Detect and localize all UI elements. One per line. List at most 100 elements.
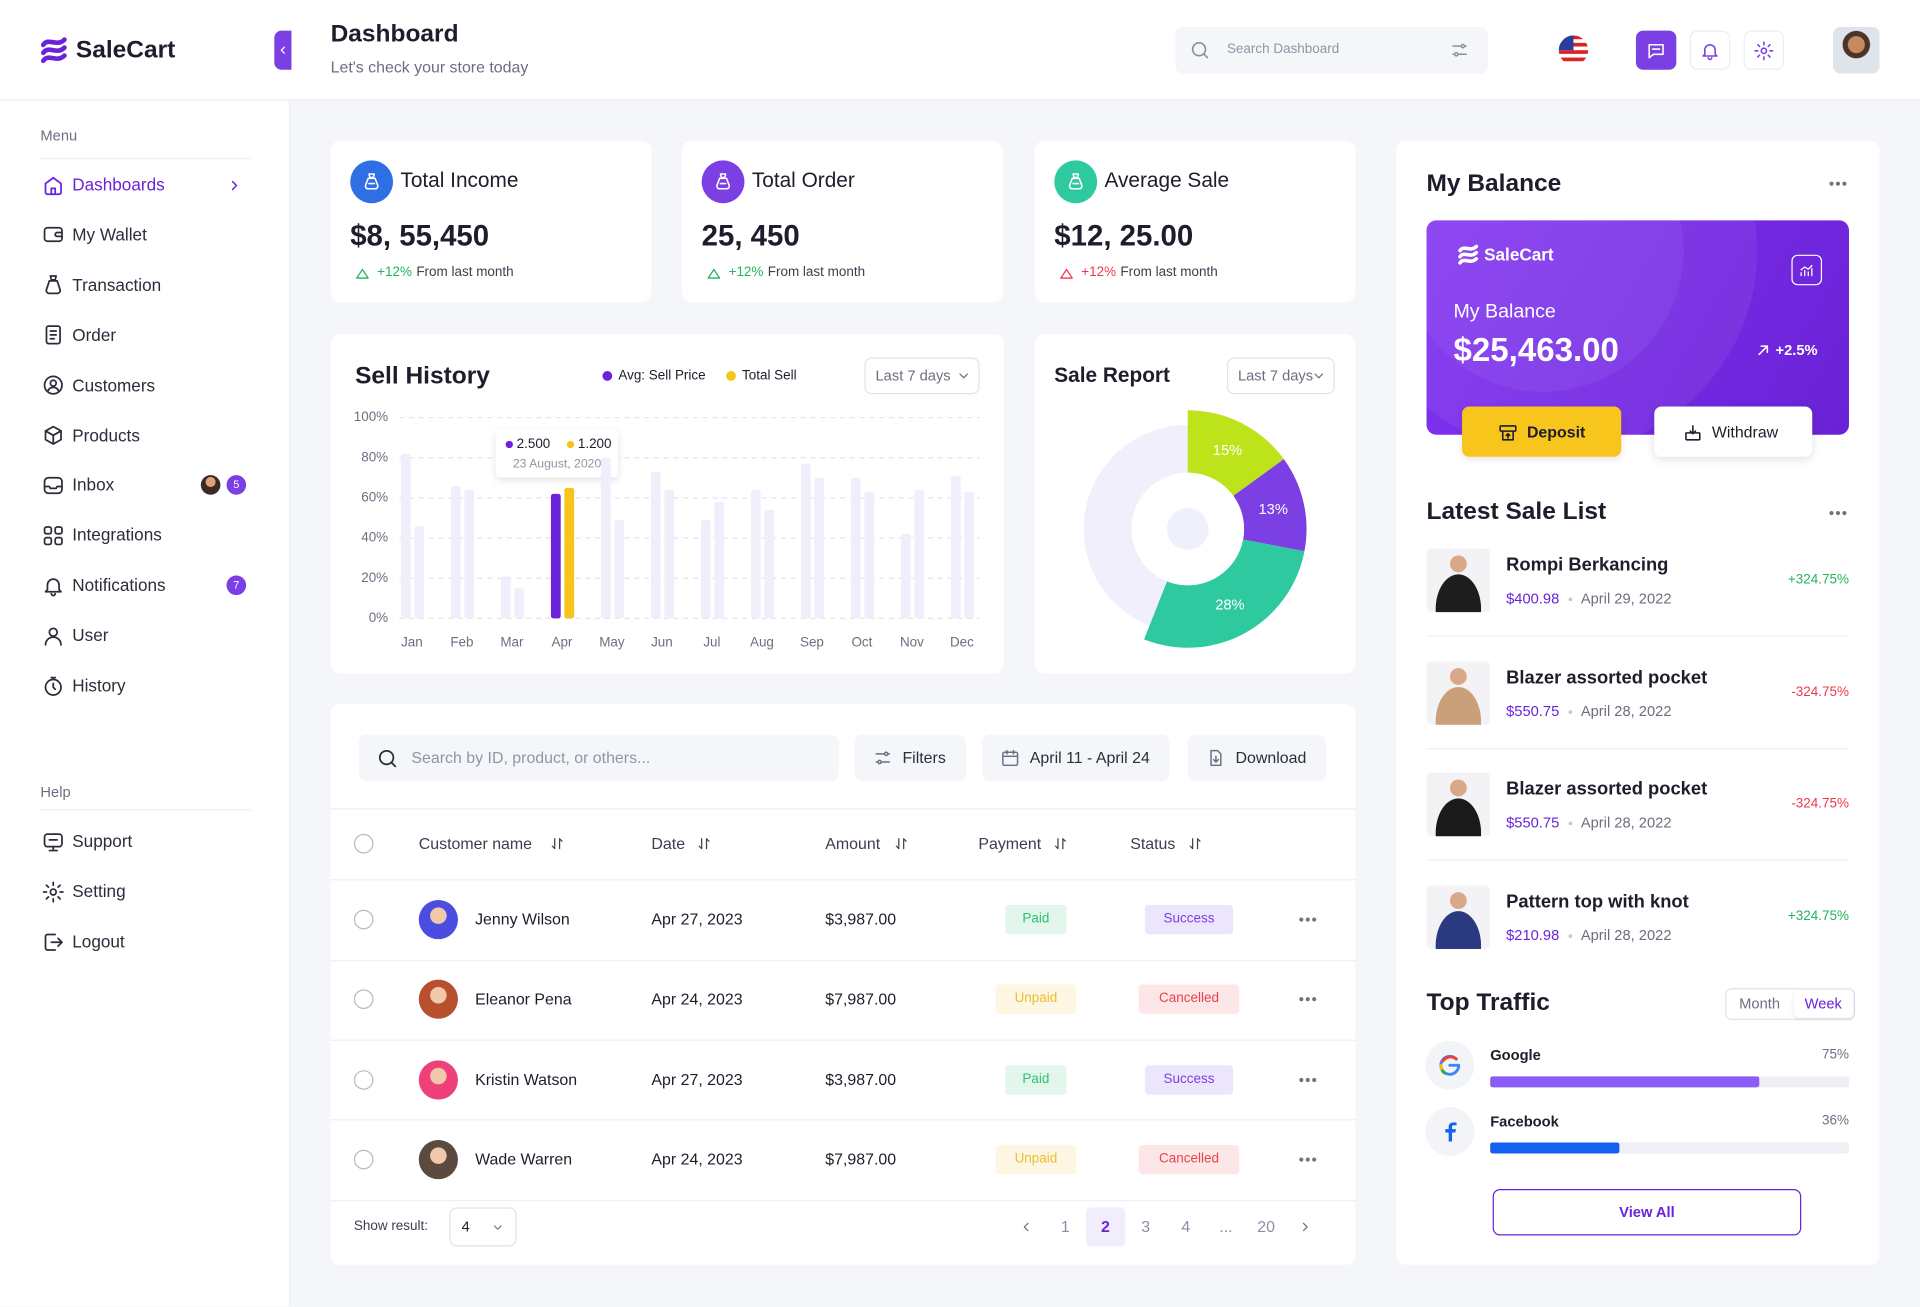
separator-dot [1568, 821, 1573, 826]
chat-button[interactable] [1635, 30, 1677, 70]
filter-icon-part [1460, 43, 1466, 49]
row-divider [330, 808, 1356, 810]
trend-icon-part [707, 268, 721, 279]
nav-item[interactable]: Logout [72, 931, 125, 951]
toolbar-button[interactable] [982, 734, 1170, 782]
nav-item[interactable]: Order [72, 324, 117, 345]
filter-icon [1452, 43, 1467, 57]
nav-item[interactable]: History [72, 675, 126, 696]
toolbar-icon-part [1002, 751, 1019, 767]
y-tick-label: 0% [369, 610, 388, 625]
nav-item[interactable]: Setting [72, 881, 126, 901]
nav-item[interactable]: Inbox [72, 475, 115, 495]
nav-item[interactable]: User [72, 625, 109, 645]
dropdown[interactable] [864, 357, 980, 395]
trend-icon-part [1060, 268, 1073, 279]
card-trend-icon-part [1758, 345, 1769, 356]
checkbox[interactable] [353, 989, 374, 1010]
page-number[interactable]: 3 [1141, 1217, 1151, 1236]
logo-icon-part [40, 37, 67, 64]
order-date: Apr 24, 2023 [651, 990, 743, 1009]
settings-icon [1753, 40, 1773, 60]
product-image [1426, 772, 1491, 837]
chat-icon-part [1647, 43, 1664, 58]
column-header[interactable]: Customer name [418, 834, 533, 853]
nav-icon-part [48, 379, 57, 388]
table-search[interactable] [358, 734, 839, 782]
nav-item[interactable]: Transaction [72, 274, 162, 295]
bell-button[interactable] [1689, 30, 1731, 70]
column-header[interactable]: Date [651, 834, 686, 853]
page-number[interactable]: 20 [1257, 1217, 1275, 1236]
stat-note: From last month [767, 264, 866, 280]
product-change: +324.75% [1787, 908, 1849, 924]
stat-title: Total Income [400, 168, 519, 193]
nav-item[interactable]: Products [72, 425, 140, 445]
search-box[interactable] [1175, 26, 1488, 74]
user-avatar[interactable] [1833, 26, 1880, 74]
deposit-button[interactable] [1462, 406, 1622, 457]
tab[interactable]: Week [1804, 995, 1842, 1013]
nav-item[interactable]: My Wallet [72, 224, 147, 245]
dropdown-chevron [1314, 373, 1324, 379]
prev-page [1023, 1222, 1029, 1232]
stat-note: From last month [416, 264, 514, 280]
nav-item[interactable]: Notifications [72, 575, 166, 595]
column-header[interactable]: Status [1130, 834, 1176, 853]
order-amount: $3,987.00 [825, 910, 897, 929]
stat-icon-part [364, 176, 378, 189]
nav-icon-part [43, 536, 52, 546]
product-image [1426, 548, 1491, 613]
column-header[interactable]: Amount [825, 834, 881, 853]
nav-item[interactable]: Integrations [72, 525, 162, 545]
page-size-select[interactable] [449, 1207, 517, 1247]
product-date: April 28, 2022 [1580, 702, 1672, 720]
card-brand: SaleCart [1484, 244, 1554, 265]
toolbar-button[interactable] [854, 734, 967, 782]
chat-icon [1647, 43, 1664, 58]
payment-pill [995, 984, 1077, 1015]
customer-name: Wade Warren [475, 1149, 573, 1169]
nav-item[interactable]: Support [72, 830, 133, 851]
card-chart-glyph-part [1800, 264, 1813, 277]
bar [600, 457, 611, 619]
checkbox[interactable] [353, 833, 374, 854]
bar [414, 525, 425, 619]
nav-item[interactable]: Dashboards [72, 174, 165, 195]
payment-label: Paid [1022, 911, 1050, 927]
order-amount: $7,987.00 [825, 990, 897, 1009]
view-all-label[interactable]: View All [1619, 1203, 1675, 1221]
page-number[interactable]: 2 [1101, 1217, 1110, 1236]
x-tick-label: Feb [450, 634, 473, 649]
trend-icon [707, 268, 721, 279]
page-number[interactable]: 1 [1060, 1217, 1070, 1236]
sort-icon [698, 838, 710, 850]
withdraw-label[interactable]: Withdraw [1711, 422, 1779, 442]
status-pill [1144, 1064, 1234, 1095]
nav-item[interactable]: Customers [72, 374, 156, 395]
view-all-button[interactable] [1492, 1188, 1802, 1236]
section-title: Top Traffic [1426, 989, 1550, 1017]
collapse-button[interactable] [274, 30, 292, 70]
deposit-label[interactable]: Deposit [1526, 422, 1586, 442]
bar [800, 463, 811, 619]
card-label: My Balance [1453, 301, 1556, 323]
checkbox[interactable] [353, 909, 374, 930]
column-header[interactable]: Payment [978, 834, 1042, 853]
page-number[interactable]: ... [1219, 1217, 1233, 1236]
nav-icon-part [48, 275, 57, 282]
customer-avatar [418, 1059, 458, 1100]
page-number[interactable]: 4 [1181, 1217, 1191, 1236]
select-chevron-part [493, 1224, 502, 1230]
settings-button[interactable] [1743, 30, 1785, 70]
checkbox[interactable] [353, 1069, 374, 1090]
product-price: $210.98 [1506, 926, 1560, 944]
tab[interactable]: Month [1739, 995, 1781, 1013]
nav-icon-part [48, 887, 57, 896]
stat-value: 25, 450 [701, 219, 800, 253]
product-date: April 28, 2022 [1580, 926, 1672, 944]
checkbox[interactable] [353, 1149, 374, 1170]
withdraw-button[interactable] [1654, 406, 1813, 457]
